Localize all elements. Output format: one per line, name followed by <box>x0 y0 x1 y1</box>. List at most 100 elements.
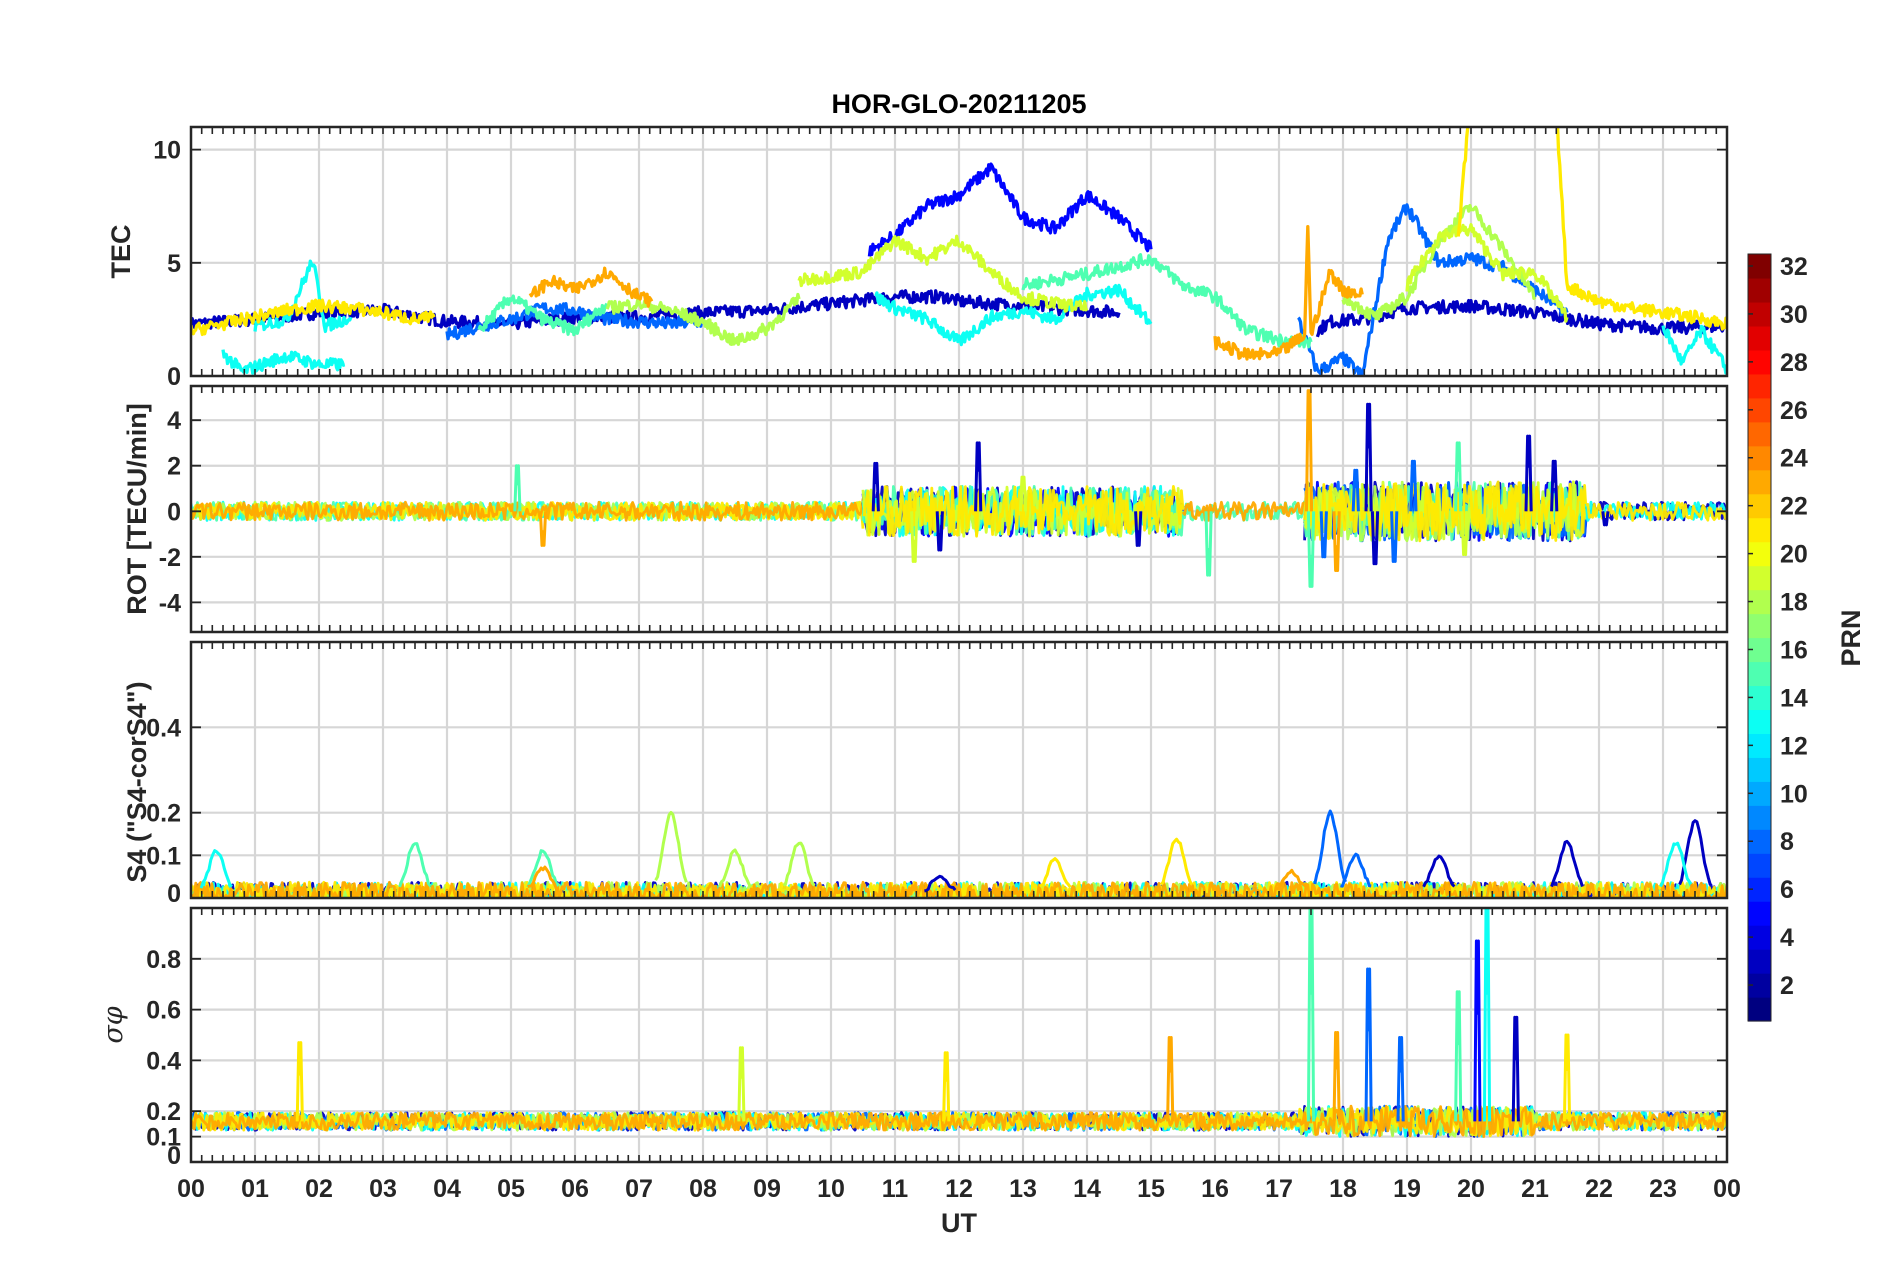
spike-prn-15 <box>1306 511 1316 588</box>
colorbar-swatch <box>1748 853 1771 878</box>
y-tick-labels: 0 5 10 <box>153 137 181 391</box>
axes-frame <box>189 906 1729 1164</box>
s4-peak-prn-3 <box>1550 839 1584 888</box>
tec-line-prn-23 <box>1213 224 1364 361</box>
y-tick-label: 0.6 <box>146 997 181 1025</box>
s4-peak-prn-21 <box>1160 837 1194 886</box>
colorbar-swatch <box>1748 589 1771 615</box>
axes-frame <box>189 384 1729 634</box>
colorbar-tick-label: 8 <box>1780 828 1794 856</box>
spike-prn-8 <box>1364 967 1373 1122</box>
noise-band-prn-21 <box>191 880 1727 898</box>
y-tick-label: 0.1 <box>146 842 181 870</box>
spike-prn-8 <box>1409 459 1418 512</box>
noise-band-prn-21 <box>1585 501 1727 522</box>
colorbar-swatch <box>1748 925 1771 950</box>
noise-band-prn-21 <box>1303 480 1588 543</box>
colorbar-tick-label: 6 <box>1780 876 1794 904</box>
colorbar-swatch <box>1748 301 1771 327</box>
spike-prn-8 <box>1396 1036 1405 1122</box>
x-tick-label: 06 <box>561 1175 589 1203</box>
noise-band-prn-23 <box>1181 500 1306 522</box>
colorbar-swatch <box>1748 661 1771 687</box>
x-tick-label: 23 <box>1649 1175 1677 1203</box>
y-tick-label: 0 <box>167 498 181 526</box>
x-tick-label: 01 <box>241 1175 269 1203</box>
y-tick-label: 5 <box>167 250 181 278</box>
colorbar-tick-label: 20 <box>1780 541 1808 569</box>
s4-peak-prn-23 <box>527 865 560 892</box>
x-tick-label: 09 <box>753 1175 781 1203</box>
colorbar-swatch <box>1748 781 1771 806</box>
y-tick-label: 10 <box>153 137 181 165</box>
x-tick-label: 16 <box>1201 1175 1229 1203</box>
x-tick-label: 11 <box>882 1175 909 1203</box>
spike-prn-3 <box>871 461 880 512</box>
spike-prn-21 <box>942 1051 951 1122</box>
spike-prn-3 <box>935 511 944 552</box>
s4-peak-prn-13 <box>199 849 233 889</box>
panel-sigma-phi: 00.10.2 0.4 0.6 0.8 σφ <box>98 906 1729 1170</box>
tec-line-prn-19 <box>1405 223 1569 323</box>
y-tick-label: 4 <box>167 407 181 435</box>
s4-peak-prn-23 <box>1276 868 1309 891</box>
x-tick-label: 04 <box>433 1175 461 1203</box>
colorbar-swatch <box>1748 325 1771 351</box>
colorbar-swatches <box>1748 254 1771 1022</box>
spike-prn-15 <box>1454 990 1463 1122</box>
s4-peak-prn-21 <box>1038 857 1072 889</box>
spike-prn-8 <box>1351 468 1360 512</box>
s4-peak-prn-3 <box>924 874 957 893</box>
noise-band-prn-23 <box>191 498 865 522</box>
noise-band-prn-23 <box>191 1104 1727 1138</box>
spike-prn-8 <box>1390 511 1399 563</box>
colorbar-swatch <box>1748 877 1771 902</box>
tec-line-prn-19 <box>797 234 1089 313</box>
tec-line-prn-21 <box>1555 127 1727 331</box>
colorbar-swatch <box>1748 373 1771 399</box>
x-tick-labels: 00 01 02 03 04 05 06 07 08 09 10 11 12 13 14 15 16 17 18 19… <box>177 1175 1741 1203</box>
s4-peak-prn-15 <box>398 842 432 888</box>
colorbar-swatch <box>1748 973 1771 998</box>
spike-prn-3 <box>1524 434 1533 512</box>
colorbar-swatch <box>1748 757 1771 782</box>
y-tick-label: 0.2 <box>146 1098 181 1126</box>
x-tick-label: 14 <box>1073 1175 1101 1203</box>
colorbar-frame <box>1747 253 1772 1022</box>
colorbar-swatch <box>1748 254 1771 279</box>
spike-prn-19 <box>737 1046 746 1122</box>
s4-peak-prn-15 <box>526 849 560 888</box>
s4-peak-prn-18 <box>718 848 752 888</box>
y-tick-label: 0.4 <box>146 714 181 742</box>
colorbar-swatch <box>1748 469 1771 495</box>
x-tick-label: 05 <box>497 1175 525 1203</box>
spike-prn-15 <box>1204 511 1213 577</box>
colorbar-swatch <box>1748 445 1771 471</box>
colorbar-label: PRN <box>1836 609 1866 666</box>
tec-line-prn-18 <box>1341 203 1537 321</box>
x-tick-label: 20 <box>1457 1175 1485 1203</box>
s4-peak-prn-18 <box>782 841 816 887</box>
colorbar-swatch <box>1748 733 1771 758</box>
y-axis-label: σφ <box>98 1006 129 1043</box>
data-lines <box>191 389 1727 588</box>
colorbar-tick-label: 4 <box>1780 924 1794 952</box>
tec-line-prn-3 <box>1315 298 1727 338</box>
tec-line-prn-23 <box>528 266 654 308</box>
spike-prn-19 <box>910 511 919 563</box>
x-tick-label: 22 <box>1585 1175 1613 1203</box>
x-tick-label: 00 <box>1713 1175 1741 1203</box>
spike-prn-19 <box>1460 511 1469 557</box>
tec-line-prn-15 <box>477 294 609 337</box>
y-tick-label: 0 <box>167 880 181 908</box>
tec-line-prn-13 <box>874 283 1153 347</box>
x-tick-label: 02 <box>305 1175 333 1203</box>
noise-band-prn-18 <box>191 500 864 522</box>
x-tick-label: 12 <box>945 1175 973 1203</box>
data-lines <box>191 127 1727 376</box>
colorbar-swatch <box>1748 277 1771 303</box>
colorbar-swatch <box>1748 829 1771 854</box>
y-tick-label: 0 <box>167 363 181 391</box>
spike-prn-5 <box>1473 939 1482 1122</box>
